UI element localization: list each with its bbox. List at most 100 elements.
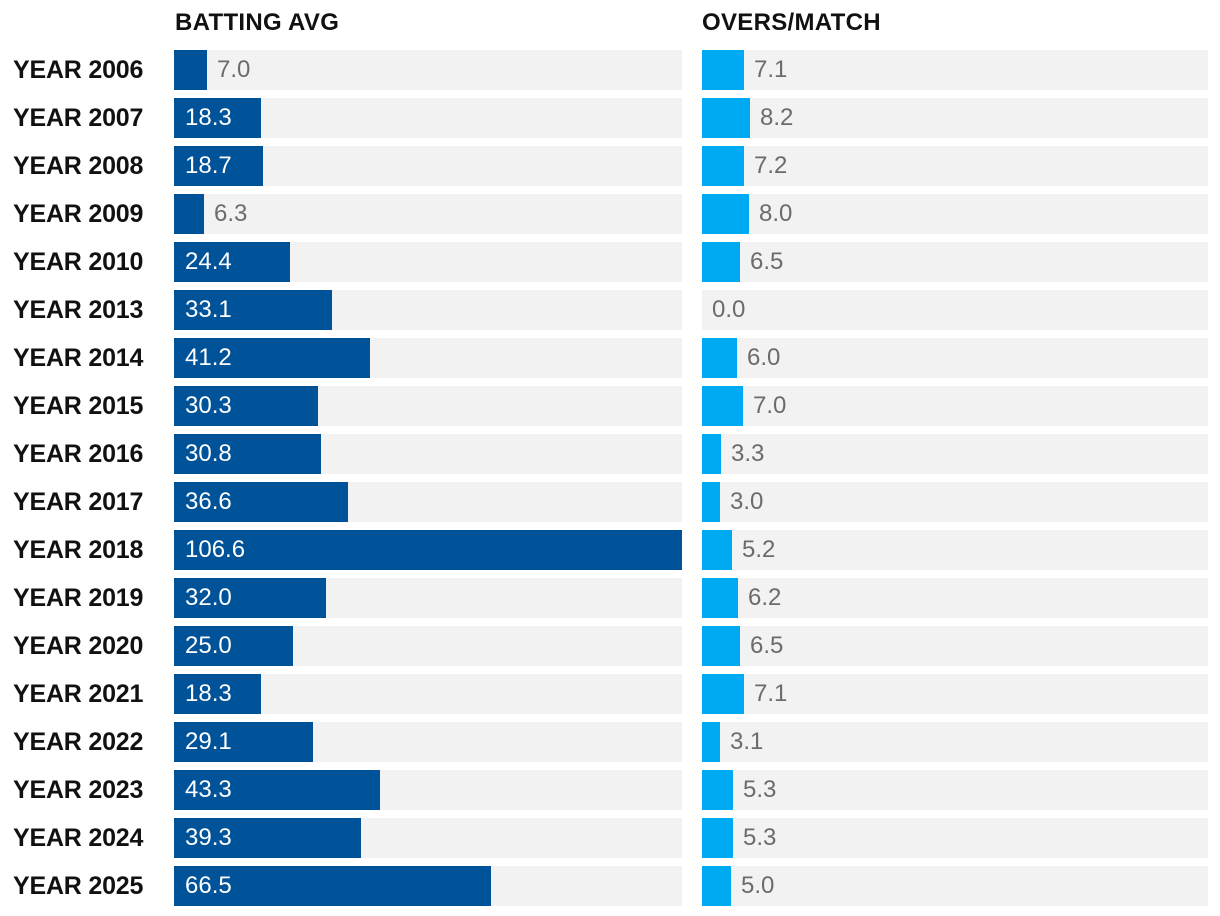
overs-per-match-track: 8.2	[702, 98, 1208, 138]
batting-avg-bar	[174, 578, 326, 618]
batting-avg-bar	[174, 146, 263, 186]
batting-avg-bar	[174, 434, 321, 474]
overs-per-match-bar	[702, 866, 731, 906]
overs-per-match-value-label: 6.5	[750, 248, 784, 275]
batting-avg-bar	[174, 482, 348, 522]
overs-per-match-bar	[702, 578, 738, 618]
overs-per-match-track: 0.0	[702, 290, 1208, 330]
year-label: YEAR 2019	[13, 584, 144, 612]
year-label: YEAR 2024	[13, 824, 144, 852]
batting-avg-bar	[174, 290, 332, 330]
overs-per-match-bar	[702, 818, 733, 858]
overs-per-match-value-label: 7.1	[754, 680, 788, 707]
batting-avg-value-label: 30.8	[185, 440, 232, 467]
overs-per-match-bar	[702, 194, 749, 234]
overs-per-match-value-label: 0.0	[712, 296, 746, 323]
batting-avg-track: 7.0	[174, 50, 682, 90]
overs-per-match-bar	[702, 722, 720, 762]
overs-per-match-value-label: 5.3	[743, 776, 777, 803]
overs-per-match-value-label: 3.1	[730, 728, 764, 755]
batting-avg-bar	[174, 770, 380, 810]
overs-per-match-track: 6.5	[702, 242, 1208, 282]
batting-avg-track: 33.1	[174, 290, 682, 330]
batting-avg-bar	[174, 674, 261, 714]
batting-avg-track: 41.2	[174, 338, 682, 378]
batting-avg-track: 66.5	[174, 866, 682, 906]
batting-avg-track: 43.3	[174, 770, 682, 810]
overs-per-match-track: 6.5	[702, 626, 1208, 666]
batting-avg-bar	[174, 722, 313, 762]
year-label: YEAR 2017	[13, 488, 144, 516]
batting-avg-header: BATTING AVG	[175, 9, 340, 36]
overs-per-match-track: 6.2	[702, 578, 1208, 618]
overs-per-match-bar	[702, 482, 720, 522]
batting-avg-bar	[174, 98, 261, 138]
batting-avg-bar	[174, 530, 682, 570]
overs-per-match-value-label: 7.0	[753, 392, 787, 419]
overs-per-match-bar	[702, 530, 732, 570]
batting-avg-bar	[174, 242, 290, 282]
year-label: YEAR 2023	[13, 776, 144, 804]
year-label: YEAR 2016	[13, 440, 144, 468]
batting-avg-track: 30.3	[174, 386, 682, 426]
overs-per-match-value-label: 8.0	[759, 200, 793, 227]
batting-avg-value-label: 106.6	[185, 536, 246, 563]
overs-per-match-track: 3.0	[702, 482, 1208, 522]
batting-avg-value-label: 39.3	[185, 824, 232, 851]
overs-per-match-value-label: 7.2	[754, 152, 788, 179]
overs-per-match-bar	[702, 50, 744, 90]
overs-per-match-bar	[702, 146, 744, 186]
year-label: YEAR 2009	[13, 200, 144, 228]
overs-per-match-bar	[702, 242, 740, 282]
overs-per-match-bar	[702, 770, 733, 810]
year-label: YEAR 2014	[13, 344, 144, 372]
batting-avg-track: 36.6	[174, 482, 682, 522]
year-label: YEAR 2010	[13, 248, 144, 276]
batting-avg-track: 25.0	[174, 626, 682, 666]
year-label: YEAR 2007	[13, 104, 144, 132]
overs-per-match-value-label: 6.0	[747, 344, 781, 371]
overs-per-match-track: 3.3	[702, 434, 1208, 474]
year-label: YEAR 2022	[13, 728, 144, 756]
overs-per-match-value-label: 6.2	[748, 584, 782, 611]
year-label: YEAR 2008	[13, 152, 144, 180]
batting-avg-track: 39.3	[174, 818, 682, 858]
overs-per-match-track: 7.1	[702, 50, 1208, 90]
batting-avg-value-label: 25.0	[185, 632, 232, 659]
year-label: YEAR 2006	[13, 56, 144, 84]
batting-avg-bar	[174, 818, 361, 858]
overs-per-match-track: 5.0	[702, 866, 1208, 906]
overs-per-match-value-label: 3.3	[731, 440, 765, 467]
overs-per-match-value-label: 3.0	[730, 488, 764, 515]
overs-per-match-bar	[702, 674, 744, 714]
batting-avg-bar	[174, 50, 207, 90]
batting-avg-value-label: 6.3	[214, 200, 248, 227]
batting-avg-track: 18.3	[174, 674, 682, 714]
overs-per-match-track: 7.2	[702, 146, 1208, 186]
batting-avg-track: 30.8	[174, 434, 682, 474]
overs-per-match-value-label: 5.2	[742, 536, 776, 563]
batting-avg-value-label: 18.3	[185, 680, 232, 707]
batting-avg-value-label: 18.3	[185, 104, 232, 131]
batting-avg-value-label: 32.0	[185, 584, 232, 611]
batting-avg-value-label: 33.1	[185, 296, 232, 323]
batting-avg-bar	[174, 338, 370, 378]
overs-per-match-bar	[702, 338, 737, 378]
batting-avg-track: 6.3	[174, 194, 682, 234]
batting-avg-bar	[174, 194, 204, 234]
batting-avg-value-label: 18.7	[185, 152, 232, 179]
overs-per-match-track: 7.0	[702, 386, 1208, 426]
overs-per-match-value-label: 7.1	[754, 56, 788, 83]
overs-per-match-bar	[702, 626, 740, 666]
year-label: YEAR 2025	[13, 872, 144, 900]
overs-per-match-track: 8.0	[702, 194, 1208, 234]
batting-avg-value-label: 43.3	[185, 776, 232, 803]
overs-per-match-track: 6.0	[702, 338, 1208, 378]
batting-avg-value-label: 30.3	[185, 392, 232, 419]
year-label: YEAR 2018	[13, 536, 144, 564]
overs-per-match-track: 5.3	[702, 770, 1208, 810]
overs-per-match-track: 7.1	[702, 674, 1208, 714]
batting-avg-value-label: 29.1	[185, 728, 232, 755]
overs-per-match-bar	[702, 386, 743, 426]
year-label: YEAR 2015	[13, 392, 144, 420]
